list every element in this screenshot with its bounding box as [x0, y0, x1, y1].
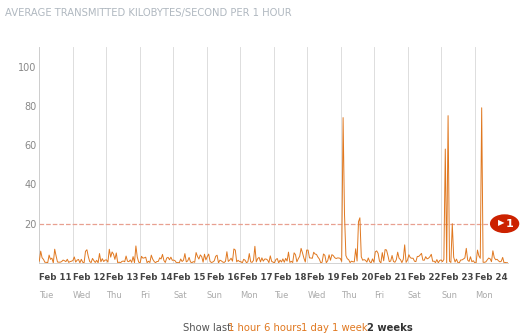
Text: Sun: Sun	[207, 291, 223, 300]
Text: Wed: Wed	[73, 291, 91, 300]
Text: AVERAGE TRANSMITTED KILOBYTES/SECOND PER 1 HOUR: AVERAGE TRANSMITTED KILOBYTES/SECOND PER…	[5, 8, 292, 18]
Text: Feb 23: Feb 23	[441, 273, 474, 282]
Text: Sat: Sat	[173, 291, 187, 300]
Text: Feb 13: Feb 13	[106, 273, 139, 282]
Text: Feb 20: Feb 20	[341, 273, 373, 282]
Text: Feb 17: Feb 17	[241, 273, 273, 282]
Text: 1 day: 1 day	[301, 323, 329, 333]
Text: Feb 22: Feb 22	[408, 273, 440, 282]
Text: Tue: Tue	[274, 291, 288, 300]
Text: Sun: Sun	[441, 291, 457, 300]
Text: Feb 16: Feb 16	[207, 273, 239, 282]
Text: Feb 24: Feb 24	[475, 273, 507, 282]
Text: Feb 18: Feb 18	[274, 273, 307, 282]
Text: Fri: Fri	[140, 291, 150, 300]
Text: Mon: Mon	[475, 291, 493, 300]
Text: Tue: Tue	[39, 291, 53, 300]
Text: Thu: Thu	[106, 291, 122, 300]
Text: 1 week: 1 week	[332, 323, 367, 333]
Text: Feb 11: Feb 11	[39, 273, 72, 282]
Text: Feb 15: Feb 15	[173, 273, 205, 282]
Text: Fri: Fri	[374, 291, 385, 300]
Text: Wed: Wed	[307, 291, 325, 300]
Text: 6 hours: 6 hours	[264, 323, 301, 333]
Text: Mon: Mon	[241, 291, 258, 300]
Text: Feb 14: Feb 14	[140, 273, 172, 282]
Text: Show last:: Show last:	[183, 323, 235, 333]
Text: Feb 21: Feb 21	[374, 273, 407, 282]
Text: Feb 19: Feb 19	[307, 273, 340, 282]
Text: 1: 1	[506, 219, 514, 229]
Text: Sat: Sat	[408, 291, 421, 300]
Text: Thu: Thu	[341, 291, 356, 300]
Text: Feb 12: Feb 12	[73, 273, 105, 282]
Text: 1 hour: 1 hour	[228, 323, 260, 333]
Text: ▶: ▶	[498, 218, 505, 227]
Text: 2 weeks: 2 weeks	[367, 323, 413, 333]
